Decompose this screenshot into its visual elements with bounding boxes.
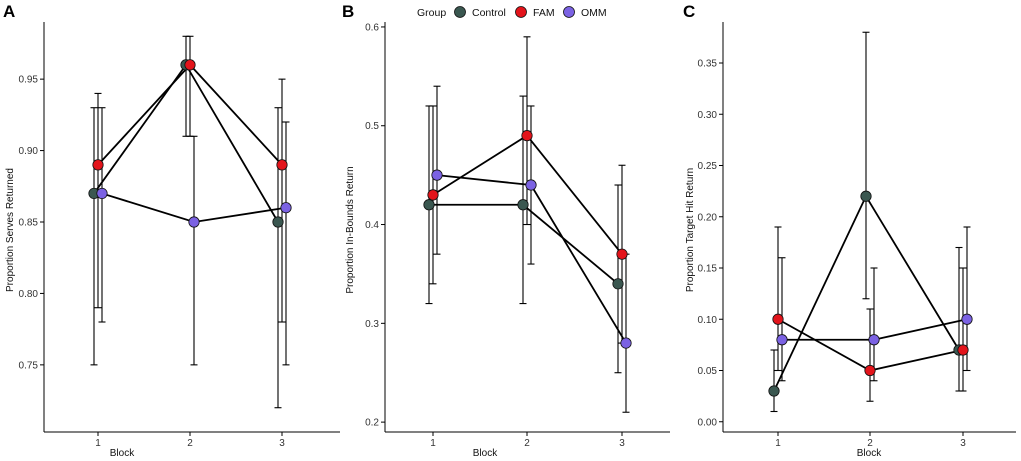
x-axis-title-a: Block [110,448,135,459]
data-point-fam [772,313,784,325]
data-point-fam [864,364,876,377]
y-axis-title-a: Proportion Serves Returned [5,168,16,292]
y-axis-title-b: Proportion In-Bounds Return [345,166,356,293]
legend-swatch-omm [563,6,575,18]
y-tick-label: 0.90 [19,146,39,157]
x-tick-label: 3 [619,438,625,449]
y-tick-label: 0.10 [698,315,718,326]
plot-area-b: 0.2 0.3 0.4 0.5 0.6 1 2 3 [365,22,670,449]
panel-letter-a: A [3,2,15,21]
panel-letter-c: C [683,2,695,21]
y-tick-label: 0.4 [365,220,379,231]
legend-label-omm: OMM [581,7,607,19]
data-point-fam [427,189,439,201]
panel-letter-b: B [342,2,354,21]
y-tick-label: 0.85 [19,218,39,229]
y-tick-label: 0.3 [365,319,379,330]
y-tick-label: 0.00 [698,417,718,428]
x-tick-label: 1 [775,438,781,449]
data-point-omm [961,313,973,325]
panel-c: C Block Proportion Target Hit Return 0.0… [683,2,1016,459]
data-point-omm [620,337,632,349]
y-tick-label: 0.35 [698,59,718,70]
data-point-control [517,199,529,211]
legend-swatch-fam [515,6,527,18]
data-point-control [860,190,872,202]
data-point-omm [776,334,788,346]
legend-label-fam: FAM [533,7,555,19]
y-tick-label: 0.30 [698,110,718,121]
data-point-omm [525,179,537,191]
y-tick-label: 0.05 [698,366,718,377]
data-point-control [272,216,284,228]
y-tick-label: 0.20 [698,212,718,223]
x-tick-label: 2 [867,438,873,449]
plot-area-c: 0.00 0.05 0.10 0.15 0.20 0.25 0.30 0.35 1 2 3 [698,22,1016,449]
x-tick-label: 1 [430,438,436,449]
y-tick-label: 0.2 [365,418,379,429]
panel-b: B Block Proportion In-Bounds Return 0.20… [342,2,670,459]
y-tick-label: 0.15 [698,264,718,275]
x-axis-title-b: Block [473,448,498,459]
x-tick-label: 3 [279,438,285,449]
y-tick-label: 0.95 [19,75,39,86]
legend-swatch-control [454,6,466,18]
data-point-omm [280,202,292,214]
data-point-control [768,385,780,397]
x-tick-label: 2 [187,438,193,449]
plot-area-a: 0.75 0.80 0.85 0.90 0.95 1 2 3 [19,22,340,449]
data-point-omm [188,216,200,228]
y-tick-label: 0.75 [19,360,39,371]
data-point-control [423,199,435,211]
legend-title: Group [417,7,446,19]
y-tick-label: 0.25 [698,161,718,172]
data-point-fam [521,130,533,142]
x-axis-title-c: Block [857,448,882,459]
data-point-omm [868,334,880,346]
y-tick-label: 0.5 [365,121,379,132]
legend-label-control: Control [472,7,506,19]
data-point-omm [431,169,443,181]
x-tick-label: 1 [95,438,101,449]
y-tick-label: 0.6 [365,22,379,33]
data-point-fam [616,248,628,260]
x-tick-label: 3 [960,438,966,449]
data-point-fam [184,59,196,71]
panel-a: A Block Proportion Serves Returned 0.750… [3,2,340,459]
x-tick-label: 2 [524,438,530,449]
data-point-omm [96,187,108,200]
data-point-control [612,278,624,290]
legend: Group Control FAM OMM [417,6,607,19]
data-point-fam [92,159,104,171]
y-axis-title-c: Proportion Target Hit Return [685,168,696,292]
y-tick-label: 0.80 [19,289,39,300]
data-point-fam [276,159,288,171]
data-point-fam [957,344,969,356]
